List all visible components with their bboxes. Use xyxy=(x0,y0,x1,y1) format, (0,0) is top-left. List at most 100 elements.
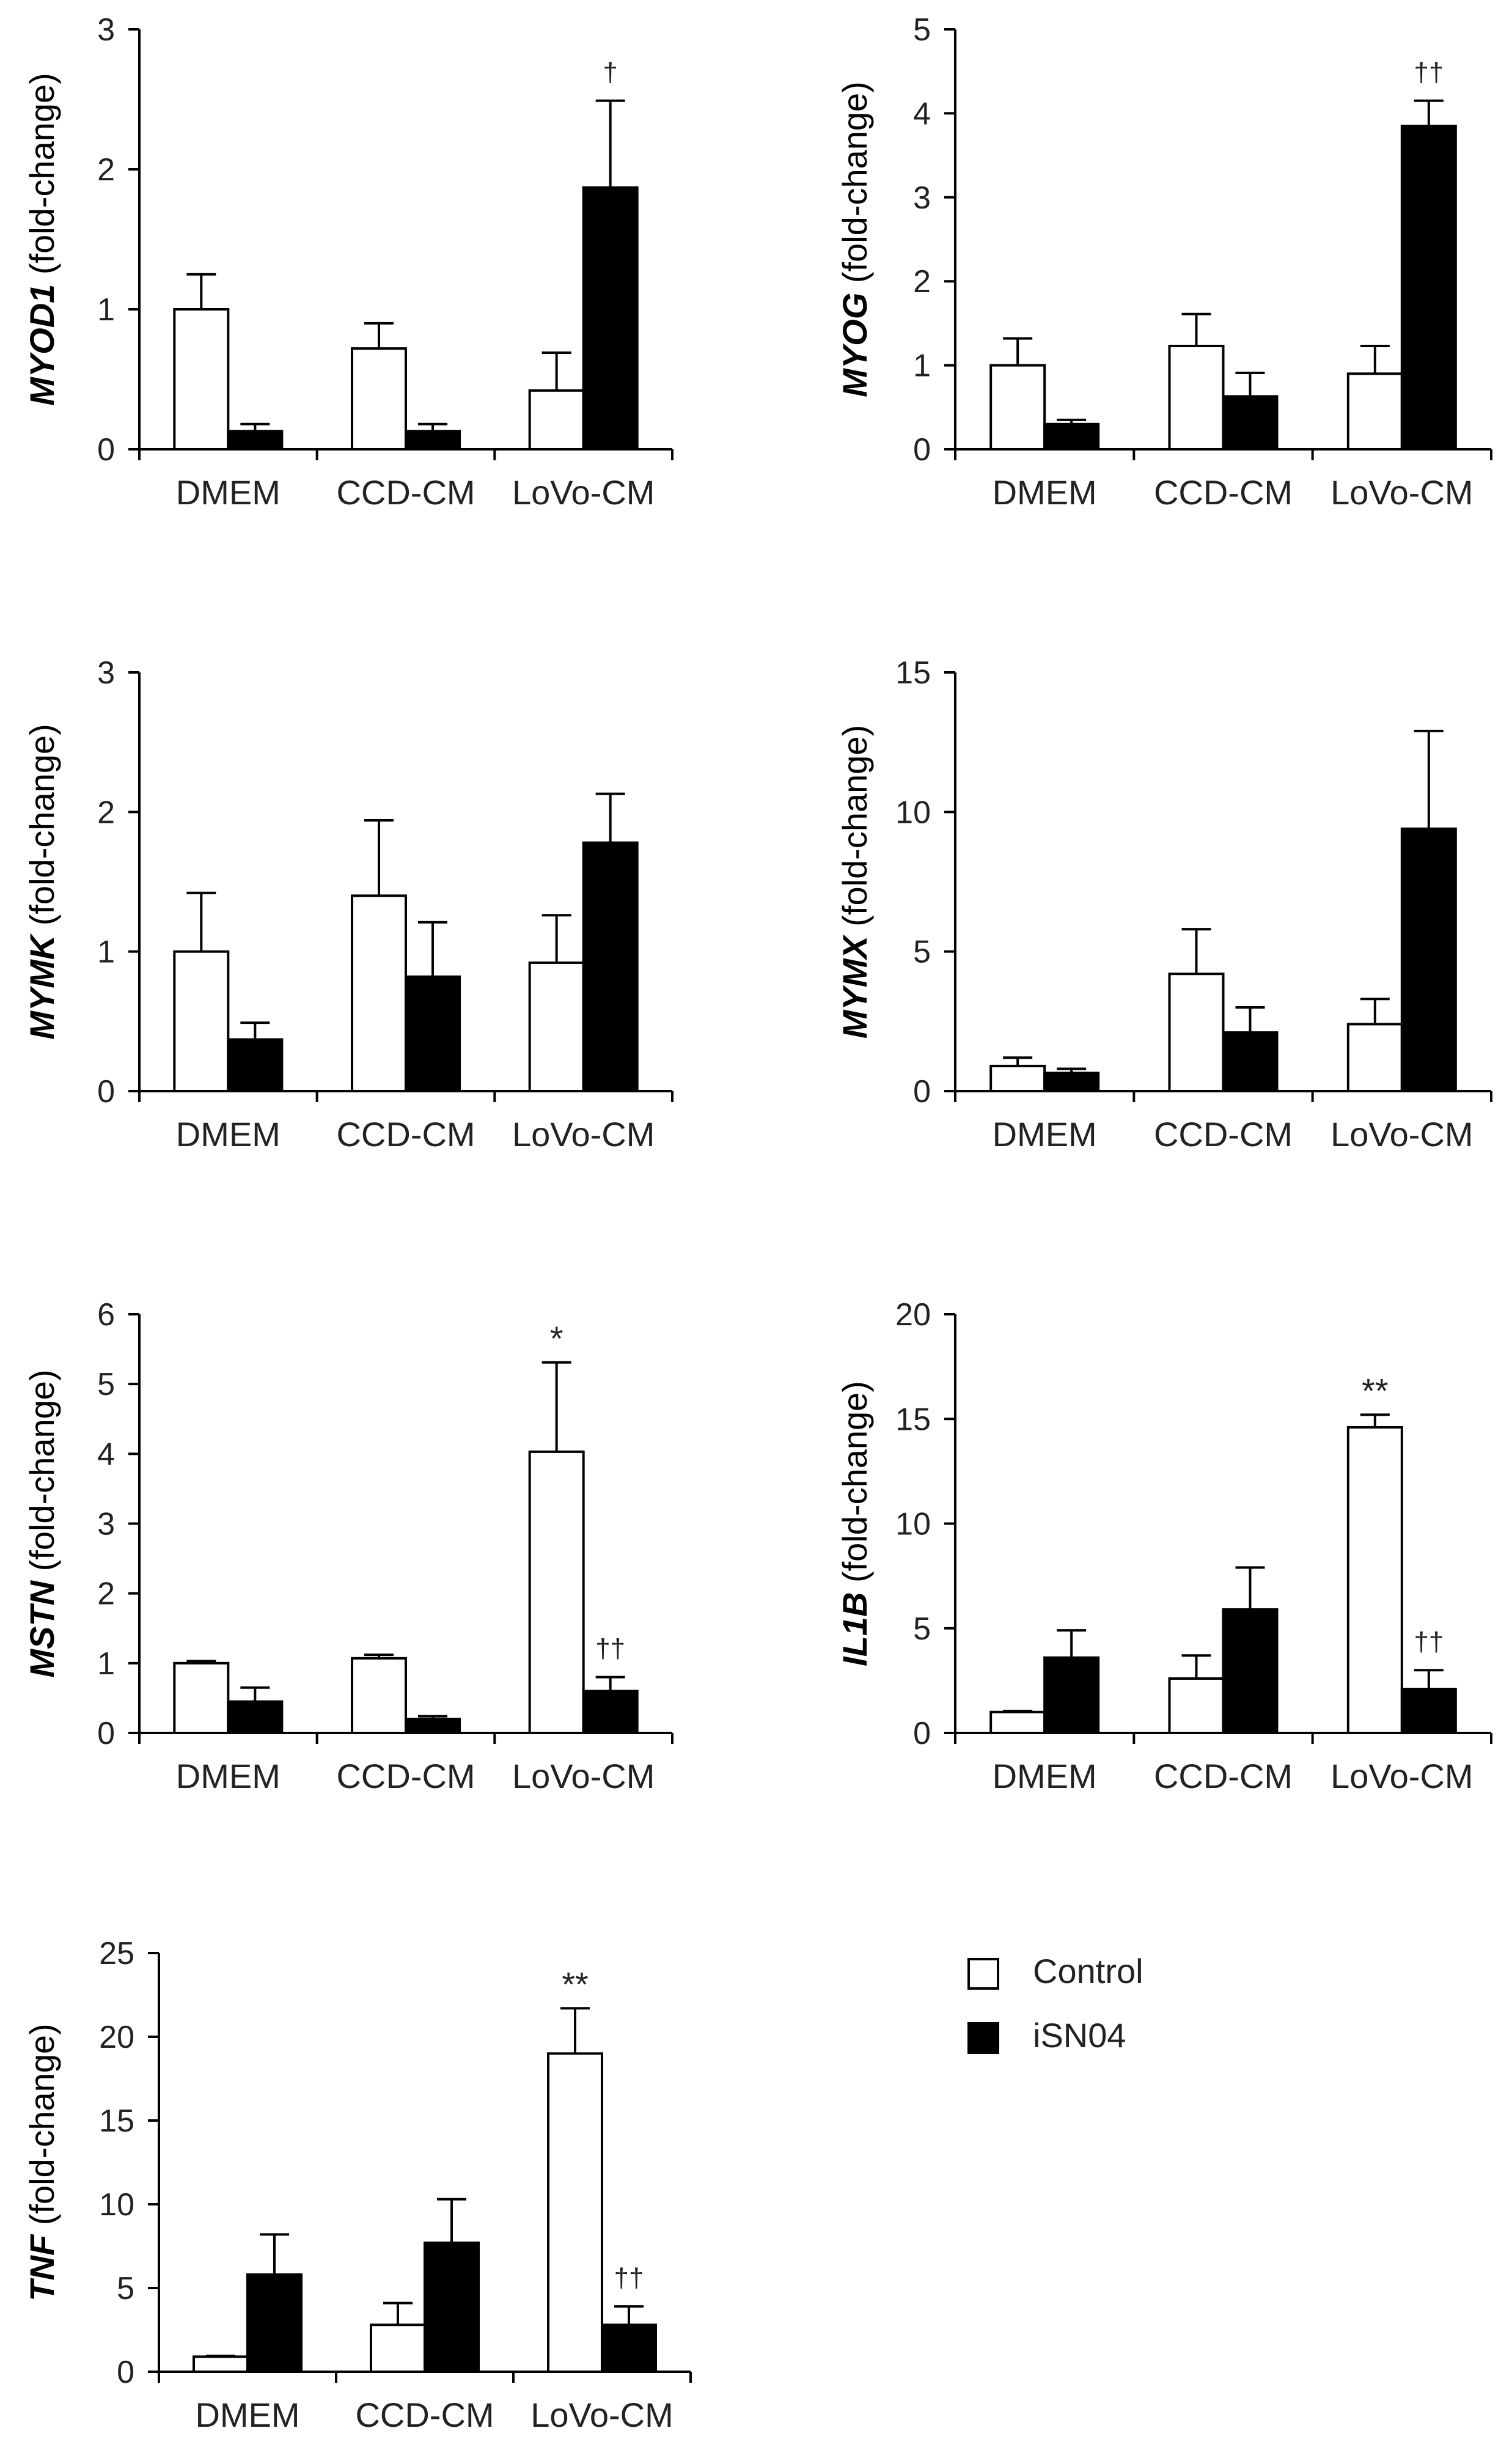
x-category-label: DMEM xyxy=(176,1115,281,1153)
bar-isn04 xyxy=(1402,1689,1456,1733)
y-tick-label: 0 xyxy=(97,432,115,468)
bar-control xyxy=(174,309,228,449)
bar-isn04 xyxy=(584,843,637,1091)
x-category-label: DMEM xyxy=(195,2396,299,2434)
bar-isn04 xyxy=(602,2325,656,2372)
y-tick-label: 20 xyxy=(895,1297,931,1333)
bar-isn04 xyxy=(584,188,637,449)
y-tick-label: 0 xyxy=(913,1074,931,1109)
significance-marker: * xyxy=(550,1319,563,1358)
y-axis-label-unit: (fold-change) xyxy=(835,81,874,293)
y-tick-label: 4 xyxy=(97,1437,115,1472)
x-category-label: DMEM xyxy=(993,473,1097,512)
y-tick-label: 2 xyxy=(97,795,115,830)
x-category-label: LoVo-CM xyxy=(1330,1757,1473,1795)
chart-panel-myog: 0 1 2 3 4 5 DMEM CCD-CM LoVo-CM †† MYOG (fold-chan… xyxy=(835,12,1491,512)
y-axis-label: MYOD1 (fold-change) xyxy=(23,73,61,406)
bar-isn04 xyxy=(228,1040,282,1091)
bar-isn04 xyxy=(248,2275,301,2372)
bar-control xyxy=(1348,373,1402,449)
legend-swatch-isn04 xyxy=(969,2023,998,2053)
y-tick-label: 0 xyxy=(913,432,931,468)
bar-control xyxy=(530,391,584,449)
chart-panel-mymk: 0 1 2 3 DMEM CCD-CM LoVo-CM MYMK (fold-change) xyxy=(23,655,672,1153)
chart-panel-mstn: 0 1 2 3 4 5 6 DMEM CCD-CM LoVo-CM * †† MSTN (fold-ch… xyxy=(23,1297,672,1795)
x-category-label: CCD-CM xyxy=(1154,473,1293,512)
y-tick-label: 10 xyxy=(895,1507,931,1542)
bar-isn04 xyxy=(406,977,460,1091)
y-axis-label-gene: TNF xyxy=(23,2234,61,2301)
y-tick-label: 0 xyxy=(913,1716,931,1751)
y-tick-label: 6 xyxy=(97,1297,115,1333)
y-tick-label: 0 xyxy=(97,1716,115,1751)
y-tick-label: 5 xyxy=(913,1611,931,1647)
y-tick-label: 1 xyxy=(913,348,931,384)
y-axis-label-gene: MYMK xyxy=(23,933,61,1040)
y-tick-label: 3 xyxy=(97,1507,115,1542)
bar-isn04 xyxy=(1402,829,1456,1091)
y-axis-label-unit: (fold-change) xyxy=(835,725,874,936)
y-tick-label: 25 xyxy=(99,1936,134,1971)
bar-isn04 xyxy=(425,2243,479,2372)
bar-control xyxy=(548,2053,602,2372)
bar-isn04 xyxy=(228,1702,282,1733)
charts-container: 0 1 2 3 DMEM CCD-CM LoVo-CM † MYOD1 (fold-change… xyxy=(23,12,1491,2434)
bar-control xyxy=(991,1066,1044,1091)
y-axis-label-unit: (fold-change) xyxy=(23,1369,61,1581)
legend-label-isn04: iSN04 xyxy=(1033,2016,1126,2055)
bar-control xyxy=(991,366,1044,449)
bar-control xyxy=(1348,1024,1402,1091)
y-tick-label: 1 xyxy=(97,1646,115,1682)
bar-isn04 xyxy=(584,1691,637,1734)
bar-isn04 xyxy=(1044,1658,1098,1733)
chart-panel-il1b: 0 5 10 15 20 DMEM CCD-CM LoVo-CM ** †† IL1B (fold-… xyxy=(835,1297,1491,1795)
bar-control xyxy=(194,2356,248,2372)
legend-label-control: Control xyxy=(1033,1952,1143,1990)
y-tick-label: 10 xyxy=(99,2187,134,2223)
significance-marker: ** xyxy=(1362,1371,1389,1410)
bar-control xyxy=(352,1658,406,1733)
y-tick-label: 15 xyxy=(99,2103,134,2139)
x-category-label: LoVo-CM xyxy=(530,2396,673,2434)
x-category-label: CCD-CM xyxy=(1154,1115,1293,1153)
x-category-label: CCD-CM xyxy=(355,2396,494,2434)
bar-control xyxy=(991,1712,1044,1733)
y-axis-label-unit: (fold-change) xyxy=(835,1381,874,1592)
bar-isn04 xyxy=(1044,424,1098,449)
x-category-label: LoVo-CM xyxy=(1330,473,1473,512)
figure: 0123DMEM CCD-CM LoVo-CM†MYOD1 (fold-change… xyxy=(0,0,1512,2450)
y-tick-label: 5 xyxy=(117,2271,134,2306)
bar-control xyxy=(1170,346,1224,449)
y-tick-label: 2 xyxy=(97,1576,115,1612)
y-tick-label: 1 xyxy=(97,935,115,970)
bar-control xyxy=(530,963,584,1091)
y-tick-label: 0 xyxy=(97,1074,115,1109)
bar-control xyxy=(174,1663,228,1733)
x-category-label: CCD-CM xyxy=(336,1115,475,1153)
y-axis-label-unit: (fold-change) xyxy=(23,724,61,935)
bar-control xyxy=(1170,1679,1224,1733)
significance-marker: ** xyxy=(562,1965,589,2003)
significance-marker: †† xyxy=(1414,57,1444,87)
bar-control xyxy=(1170,974,1224,1091)
x-category-label: LoVo-CM xyxy=(512,473,655,512)
y-tick-label: 15 xyxy=(895,1402,931,1437)
bar-isn04 xyxy=(1224,396,1277,449)
y-axis-label-gene: MYOG xyxy=(835,293,874,397)
y-tick-label: 20 xyxy=(99,2020,134,2055)
x-category-label: DMEM xyxy=(176,473,281,512)
bar-control xyxy=(1348,1427,1402,1733)
chart-panel-myod1: 0 1 2 3 DMEM CCD-CM LoVo-CM † MYOD1 (fold-change… xyxy=(23,12,672,512)
y-tick-label: 5 xyxy=(913,12,931,48)
y-axis-label-gene: MYMX xyxy=(835,934,874,1039)
legend: Control iSN04 xyxy=(969,1952,1143,2055)
chart-panel-mymx: 0 5 10 15 DMEM CCD-CM LoVo-CM MYMX (fold-change… xyxy=(835,655,1491,1153)
chart-panel-tnf: 0 5 10 15 20 25 DMEM CCD-CM LoVo-CM ** †† TNF (fold… xyxy=(23,1936,691,2434)
y-tick-label: 3 xyxy=(97,12,115,48)
x-category-label: LoVo-CM xyxy=(512,1115,655,1153)
y-axis-label: MSTN (fold-change) xyxy=(23,1369,61,1677)
bar-isn04 xyxy=(406,431,460,449)
x-category-label: CCD-CM xyxy=(336,1757,475,1795)
y-axis-label-gene: IL1B xyxy=(835,1592,874,1666)
x-category-label: CCD-CM xyxy=(1154,1757,1293,1795)
